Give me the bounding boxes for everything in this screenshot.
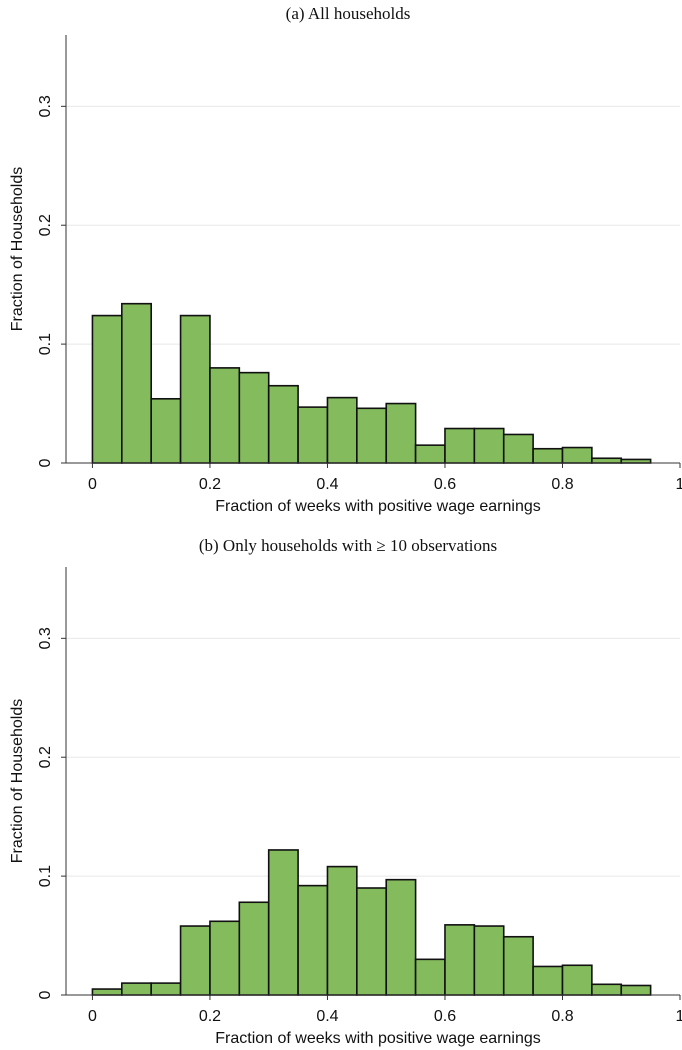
x-axis-label: Fraction of weeks with positive wage ear… bbox=[215, 1030, 541, 1047]
chart: (b) Only households with ≥ 10 observatio… bbox=[9, 536, 682, 1047]
x-tick-label: 0.2 bbox=[199, 476, 221, 493]
bar bbox=[267, 849, 299, 996]
bar bbox=[620, 984, 652, 996]
y-tick-label: 0.1 bbox=[37, 865, 54, 887]
bar bbox=[356, 407, 388, 464]
bar bbox=[238, 371, 270, 464]
y-tick-label: 0 bbox=[37, 990, 54, 999]
y-tick-label: 0.2 bbox=[37, 746, 54, 768]
chart-title: (b) Only households with ≥ 10 observatio… bbox=[199, 536, 497, 555]
x-tick-label: 0.8 bbox=[551, 476, 573, 493]
bar bbox=[91, 988, 123, 996]
bar bbox=[209, 920, 241, 996]
x-tick-label: 0 bbox=[88, 476, 97, 493]
bar bbox=[444, 427, 476, 464]
bar bbox=[356, 887, 388, 996]
y-tick-label: 0.1 bbox=[37, 333, 54, 355]
bar bbox=[532, 965, 564, 996]
bar bbox=[91, 314, 123, 464]
bar bbox=[591, 457, 623, 464]
bar bbox=[502, 935, 534, 996]
chart: (a) All households 0 0.1 0.2 0.3 0 0.2 0.4 0.6 0.… bbox=[9, 4, 682, 515]
bar bbox=[150, 397, 182, 464]
bar bbox=[179, 314, 211, 464]
bar bbox=[620, 458, 652, 464]
y-tick-label: 0.2 bbox=[37, 214, 54, 236]
x-tick-label: 0.6 bbox=[434, 476, 456, 493]
bar bbox=[473, 427, 505, 464]
bar bbox=[561, 964, 593, 996]
x-axis-label: Fraction of weeks with positive wage ear… bbox=[215, 498, 541, 515]
x-tick-label: 0.2 bbox=[199, 1008, 221, 1025]
bar bbox=[385, 402, 417, 464]
y-axis-label: Fraction of Households bbox=[9, 699, 26, 864]
bar bbox=[385, 878, 417, 996]
bar bbox=[297, 406, 329, 464]
y-tick-label: 0.3 bbox=[37, 627, 54, 649]
bar bbox=[121, 982, 152, 996]
bar bbox=[414, 958, 446, 996]
bar bbox=[326, 865, 358, 996]
x-tick-label: 0.8 bbox=[551, 1008, 573, 1025]
y-tick-label: 0.3 bbox=[37, 95, 54, 117]
bar bbox=[179, 925, 211, 996]
bar bbox=[444, 924, 476, 996]
bar bbox=[532, 447, 564, 464]
x-tick-label: 1 bbox=[676, 1008, 682, 1025]
bar bbox=[326, 396, 358, 464]
bar bbox=[121, 302, 152, 464]
bar bbox=[238, 901, 270, 996]
x-tick-label: 1 bbox=[676, 476, 682, 493]
bar bbox=[502, 433, 534, 464]
bar bbox=[267, 384, 299, 464]
x-tick-label: 0.4 bbox=[316, 1008, 338, 1025]
y-tick-label: 0 bbox=[37, 458, 54, 467]
x-tick-label: 0.6 bbox=[434, 1008, 456, 1025]
bar bbox=[591, 983, 623, 996]
bar bbox=[473, 925, 505, 996]
bar bbox=[150, 982, 182, 996]
bar bbox=[297, 884, 329, 996]
chart-title: (a) All households bbox=[286, 4, 411, 23]
bar bbox=[414, 444, 446, 464]
x-tick-label: 0 bbox=[88, 1008, 97, 1025]
y-axis-label: Fraction of Households bbox=[9, 167, 26, 332]
bar bbox=[561, 446, 593, 464]
bar bbox=[209, 367, 241, 464]
x-tick-label: 0.4 bbox=[316, 476, 338, 493]
